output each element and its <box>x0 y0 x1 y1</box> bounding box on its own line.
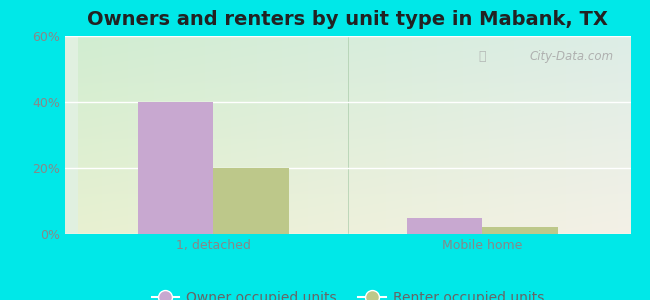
Title: Owners and renters by unit type in Mabank, TX: Owners and renters by unit type in Maban… <box>87 10 608 29</box>
Text: City-Data.com: City-Data.com <box>529 50 614 63</box>
Bar <box>138 102 213 234</box>
Text: ⓘ: ⓘ <box>479 50 486 63</box>
Bar <box>482 227 558 234</box>
Bar <box>213 168 289 234</box>
Legend: Owner occupied units, Renter occupied units: Owner occupied units, Renter occupied un… <box>146 285 549 300</box>
Bar <box>407 218 482 234</box>
